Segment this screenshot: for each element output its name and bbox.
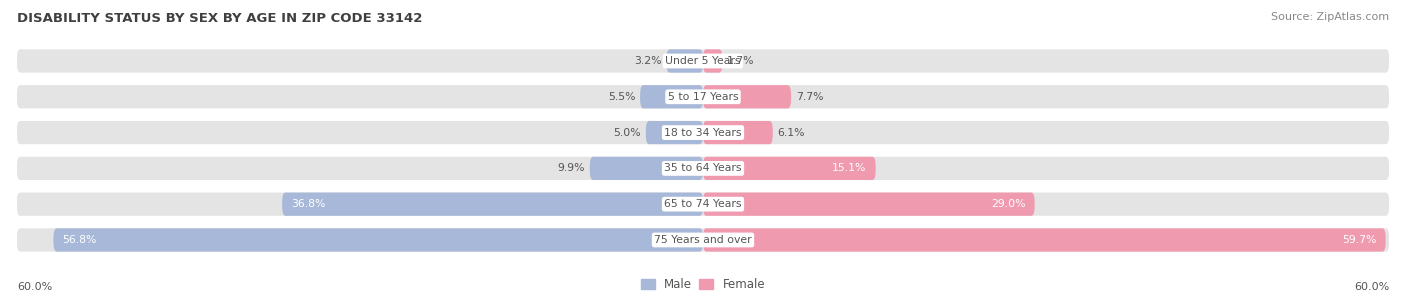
FancyBboxPatch shape bbox=[17, 157, 1389, 180]
Text: 35 to 64 Years: 35 to 64 Years bbox=[664, 163, 742, 173]
FancyBboxPatch shape bbox=[53, 228, 703, 252]
Text: 1.7%: 1.7% bbox=[727, 56, 755, 66]
Text: 6.1%: 6.1% bbox=[778, 128, 804, 138]
Text: 65 to 74 Years: 65 to 74 Years bbox=[664, 199, 742, 209]
FancyBboxPatch shape bbox=[703, 157, 876, 180]
Text: DISABILITY STATUS BY SEX BY AGE IN ZIP CODE 33142: DISABILITY STATUS BY SEX BY AGE IN ZIP C… bbox=[17, 12, 422, 25]
FancyBboxPatch shape bbox=[283, 192, 703, 216]
FancyBboxPatch shape bbox=[17, 121, 1389, 144]
FancyBboxPatch shape bbox=[640, 85, 703, 109]
Text: Under 5 Years: Under 5 Years bbox=[665, 56, 741, 66]
Text: 18 to 34 Years: 18 to 34 Years bbox=[664, 128, 742, 138]
Text: 5.5%: 5.5% bbox=[607, 92, 636, 102]
Text: Source: ZipAtlas.com: Source: ZipAtlas.com bbox=[1271, 12, 1389, 22]
Text: 75 Years and over: 75 Years and over bbox=[654, 235, 752, 245]
FancyBboxPatch shape bbox=[645, 121, 703, 144]
Text: 15.1%: 15.1% bbox=[832, 163, 866, 173]
Text: 36.8%: 36.8% bbox=[291, 199, 326, 209]
Text: 5.0%: 5.0% bbox=[613, 128, 641, 138]
Legend: Male, Female: Male, Female bbox=[636, 273, 770, 295]
FancyBboxPatch shape bbox=[703, 192, 1035, 216]
Text: 29.0%: 29.0% bbox=[991, 199, 1025, 209]
FancyBboxPatch shape bbox=[703, 228, 1386, 252]
Text: 60.0%: 60.0% bbox=[1354, 282, 1389, 292]
Text: 60.0%: 60.0% bbox=[17, 282, 52, 292]
Text: 3.2%: 3.2% bbox=[634, 56, 662, 66]
FancyBboxPatch shape bbox=[703, 121, 773, 144]
Text: 56.8%: 56.8% bbox=[63, 235, 97, 245]
FancyBboxPatch shape bbox=[589, 157, 703, 180]
Text: 7.7%: 7.7% bbox=[796, 92, 823, 102]
FancyBboxPatch shape bbox=[703, 49, 723, 73]
FancyBboxPatch shape bbox=[666, 49, 703, 73]
FancyBboxPatch shape bbox=[703, 85, 792, 109]
Text: 59.7%: 59.7% bbox=[1343, 235, 1376, 245]
FancyBboxPatch shape bbox=[17, 85, 1389, 109]
FancyBboxPatch shape bbox=[17, 192, 1389, 216]
FancyBboxPatch shape bbox=[17, 228, 1389, 252]
Text: 5 to 17 Years: 5 to 17 Years bbox=[668, 92, 738, 102]
Text: 9.9%: 9.9% bbox=[558, 163, 585, 173]
FancyBboxPatch shape bbox=[17, 49, 1389, 73]
